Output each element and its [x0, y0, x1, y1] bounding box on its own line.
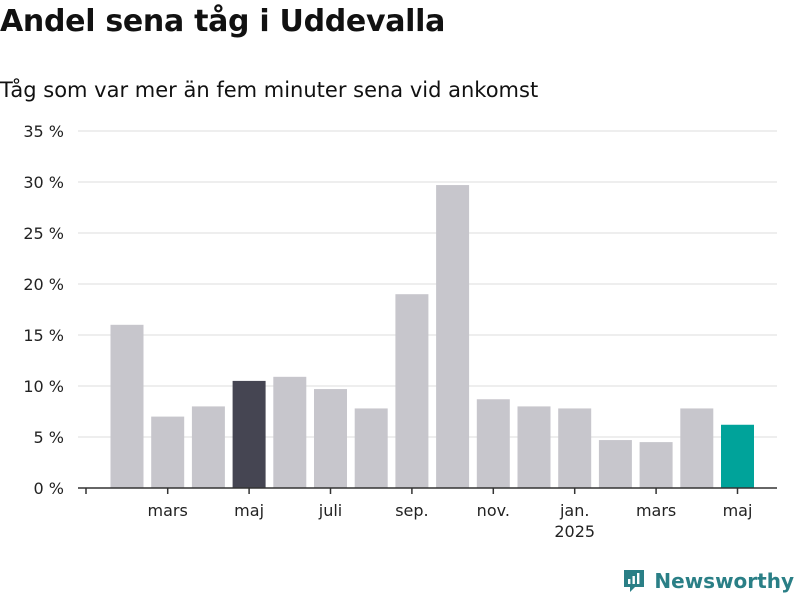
x-tick-label: mars [148, 501, 188, 520]
bar [476, 399, 510, 488]
newsworthy-logo: Newsworthy [622, 568, 794, 594]
y-tick-label: 15 % [23, 326, 64, 345]
x-tick-label: juli [318, 501, 342, 520]
x-tick-label: jan. [559, 501, 589, 520]
y-tick-label: 0 % [34, 479, 64, 498]
bar [232, 380, 266, 488]
y-tick-label: 35 % [23, 122, 64, 141]
x-tick-label: mars [636, 501, 676, 520]
chart-subtitle: Tåg som var mer än fem minuter sena vid … [0, 78, 539, 102]
bar [395, 294, 429, 488]
bar-chart: 0 % 5 % 10 % 15 % 20 % 25 % 30 % 35 % mars maj jul… [23, 122, 777, 541]
bar [639, 442, 673, 488]
brand-name: Newsworthy [654, 569, 794, 593]
x-tick-label: maj [234, 501, 264, 520]
bar [721, 424, 754, 488]
x-tick-label: maj [723, 501, 753, 520]
bar [110, 324, 144, 488]
x-tick-label: nov. [477, 501, 510, 520]
bar [151, 416, 185, 488]
y-tick-label: 5 % [34, 428, 64, 447]
bar [558, 408, 592, 488]
bar [273, 376, 307, 488]
bar [680, 408, 714, 488]
y-tick-label: 10 % [23, 377, 64, 396]
y-tick-label: 25 % [23, 224, 64, 243]
chart-title: Andel sena tåg i Uddevalla [0, 4, 446, 39]
y-tick-label: 30 % [23, 173, 64, 192]
bar [314, 389, 347, 488]
bar [191, 406, 225, 488]
x-tick-label: sep. [395, 501, 428, 520]
newsworthy-logo-icon [624, 570, 645, 592]
x-tick-sublabel: 2025 [554, 522, 595, 541]
y-tick-label: 20 % [23, 275, 64, 294]
bar [517, 406, 551, 488]
bar [354, 408, 388, 488]
bar [436, 185, 470, 488]
bar [598, 440, 632, 488]
